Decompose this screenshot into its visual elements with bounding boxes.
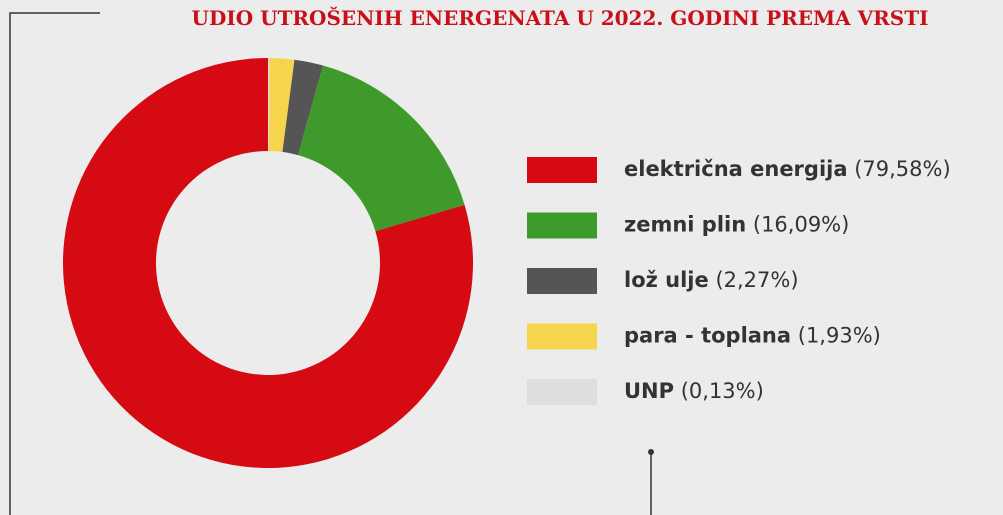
legend-label: električna energija (79,58%) xyxy=(624,157,951,181)
legend-label: zemni plin (16,09%) xyxy=(624,213,849,237)
legend-swatch xyxy=(527,157,597,183)
legend-value: (1,93%) xyxy=(798,324,881,348)
legend-label: UNP (0,13%) xyxy=(624,379,764,403)
legend-swatch xyxy=(527,379,597,405)
legend-name: para - toplana xyxy=(624,324,791,348)
decor-line xyxy=(9,12,100,515)
legend-label: lož ulje (2,27%) xyxy=(624,268,799,292)
donut-segment xyxy=(268,58,270,152)
legend-name: električna energija xyxy=(624,157,848,181)
legend-name: zemni plin xyxy=(624,213,746,237)
legend-name: lož ulje xyxy=(624,268,709,292)
legend-value: (2,27%) xyxy=(715,268,798,292)
chart-title: UDIO UTROŠENIH ENERGENATA U 2022. GODINI… xyxy=(192,5,929,30)
legend-value: (79,58%) xyxy=(854,157,950,181)
donut-segment xyxy=(62,58,473,468)
legend-value: (0,13%) xyxy=(681,379,764,403)
legend-value: (16,09%) xyxy=(753,213,849,237)
legend-label: para - toplana (1,93%) xyxy=(624,324,881,348)
decor-dot xyxy=(648,449,654,455)
donut-segment xyxy=(268,58,295,152)
legend-swatch xyxy=(527,212,597,239)
donut-segment xyxy=(282,59,324,156)
donut-segment xyxy=(298,65,465,232)
legend-swatch xyxy=(527,323,597,350)
legend-swatch xyxy=(527,268,597,294)
legend-name: UNP xyxy=(624,379,674,403)
